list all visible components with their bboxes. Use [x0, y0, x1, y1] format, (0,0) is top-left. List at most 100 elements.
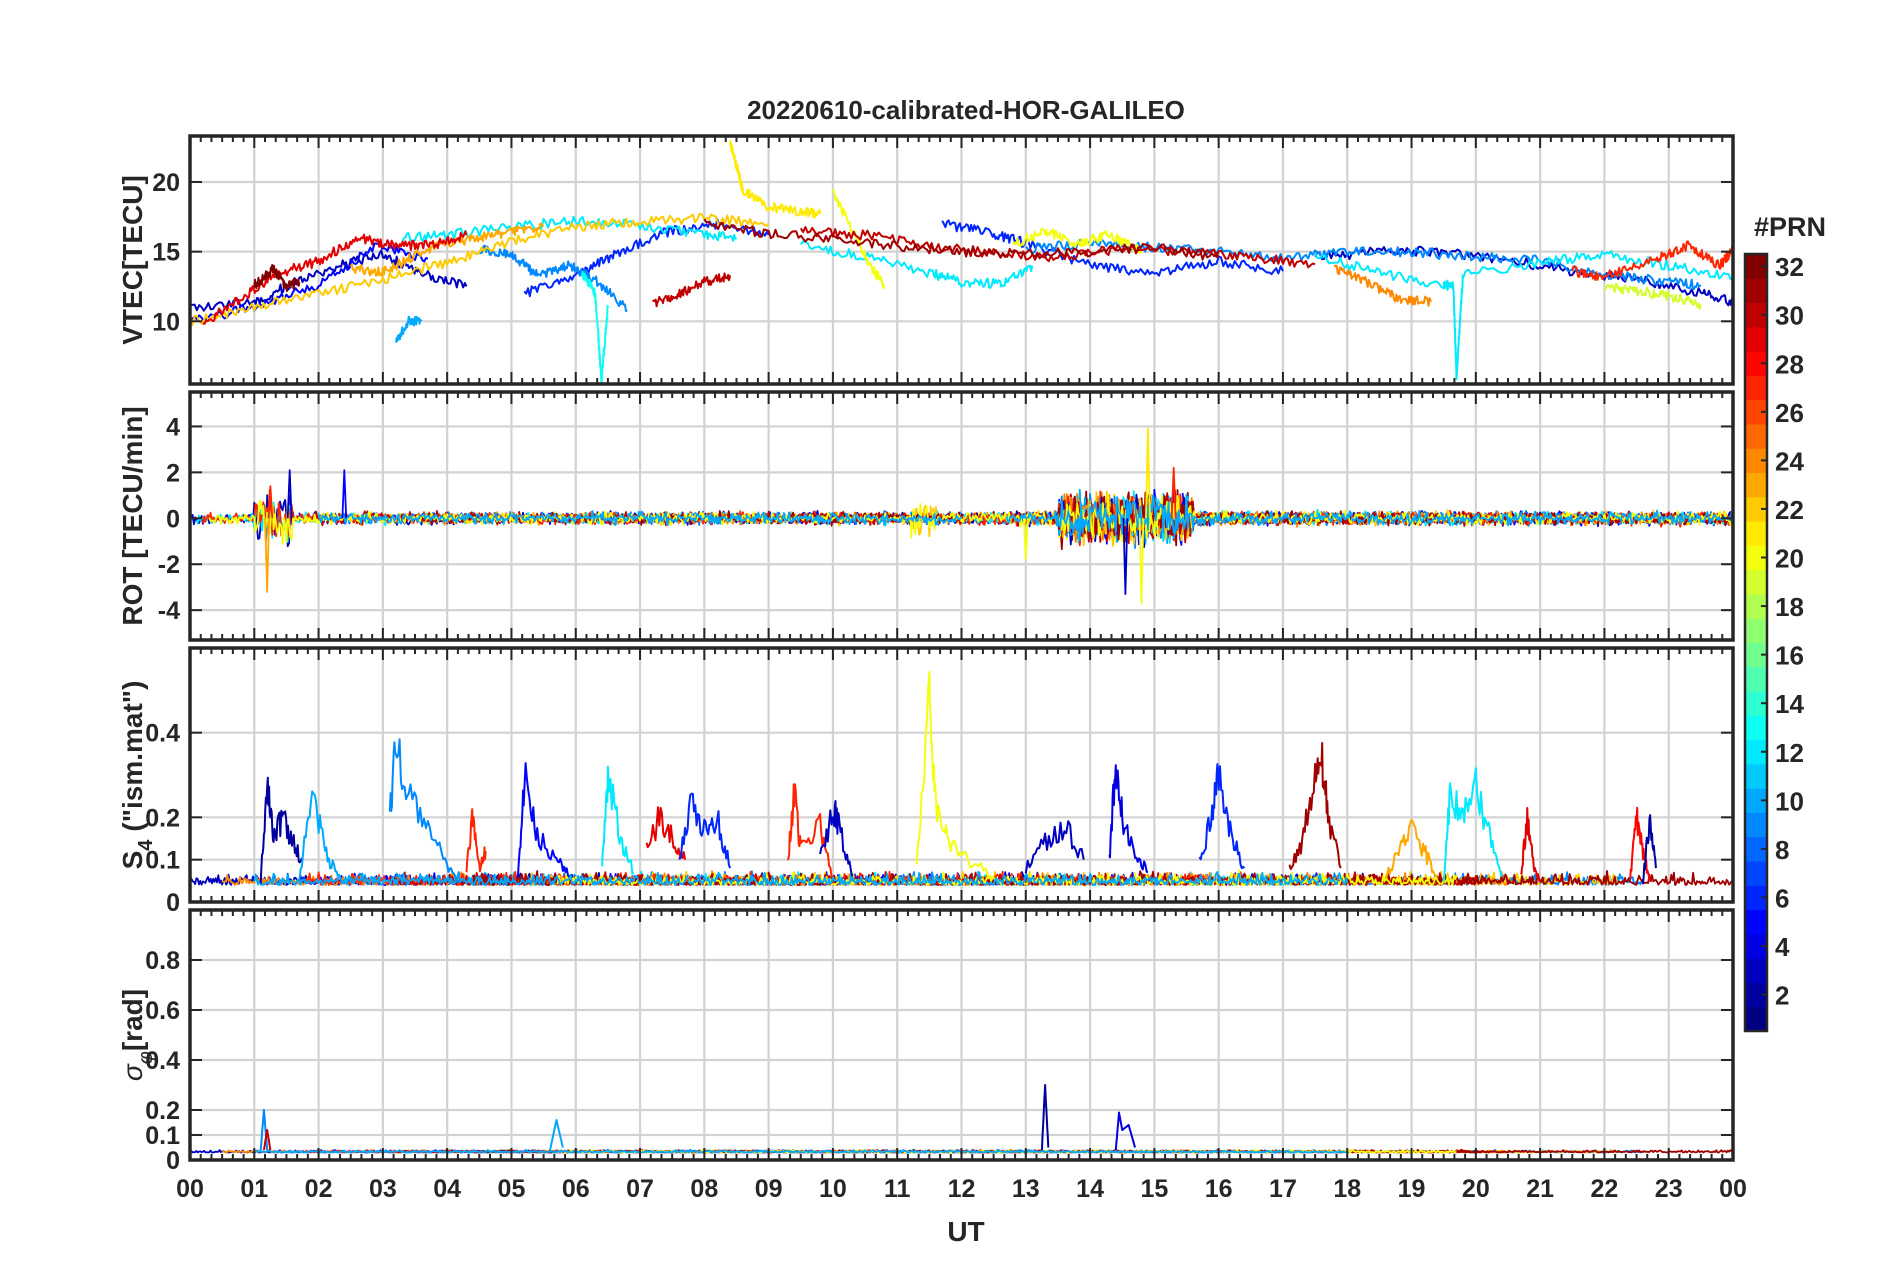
y-axis-label: S4("ism.mat") [117, 681, 157, 870]
rot-spike-prn-5 [341, 469, 348, 519]
colorbar-tick-label: 30 [1775, 301, 1804, 331]
peak-prn-3 [1024, 820, 1085, 874]
colorbar-tick-label: 4 [1775, 932, 1790, 962]
rot-spike-prn-3 [286, 469, 293, 519]
x-tick-label: 08 [690, 1175, 718, 1203]
colorbar-tick-label: 6 [1775, 883, 1789, 913]
x-tick-label: 19 [1398, 1175, 1426, 1203]
peak-prn-2 [259, 776, 304, 883]
y-tick-label: -4 [158, 597, 180, 625]
peak-prn-10 [298, 790, 339, 882]
y-tick-label: 2 [166, 459, 180, 487]
panel-frame [188, 390, 1735, 642]
vtec-series-prn-5 [190, 242, 429, 323]
x-tick-label: 09 [755, 1175, 783, 1203]
colorbar-tick-label: 8 [1775, 835, 1789, 865]
peak-prn-12 [1442, 767, 1503, 882]
colorbar-band-prn-19 [1745, 569, 1767, 595]
y-tick-label: -2 [158, 551, 180, 579]
peak-prn-4 [1114, 1111, 1137, 1151]
colorbar-band-prn-9 [1745, 812, 1767, 838]
colorbar-title: #PRN [1754, 212, 1826, 242]
panel-1: -4 -2 0 2 4 ROT [TECU/min] [117, 390, 1735, 642]
peak-prn-27 [786, 783, 833, 878]
colorbar-band-prn-13 [1745, 715, 1767, 741]
y-tick-label: 0.2 [145, 804, 180, 832]
x-tick-label: 14 [1076, 1175, 1104, 1203]
x-tick-label: 22 [1591, 1175, 1619, 1203]
y-tick-label: 0 [166, 889, 180, 917]
rot-spike-prn-23 [264, 518, 270, 593]
y-tick-label: 20 [152, 169, 180, 197]
y-axis-label: ROT [TECU/min] [117, 406, 148, 625]
vtec-series-prn-6 [523, 218, 770, 298]
colorbar-band-prn-10 [1745, 788, 1767, 813]
colorbar-band-prn-16 [1745, 642, 1767, 668]
peak-prn-9 [388, 738, 460, 884]
vtec-series-prn-3 [1314, 245, 1733, 307]
colorbar-band-prn-17 [1745, 618, 1767, 643]
colorbar-band-prn-7 [1745, 861, 1767, 886]
colorbar-tick-label: 26 [1775, 398, 1804, 428]
peak-prn-27 [465, 808, 487, 873]
vtec-series-prn-31 [703, 218, 1220, 261]
s4-series-prn-10 [253, 870, 1349, 886]
colorbar-band-prn-18 [1745, 593, 1767, 619]
colorbar-band-prn-29 [1745, 326, 1767, 352]
panel-frame [188, 908, 1735, 1162]
sigma-series-prn-10 [254, 1148, 1348, 1154]
panel-3: 00.10.2 0.4 0.6 0.8 σφ[rad] [117, 908, 1735, 1175]
y-tick-label: 0.2 [145, 1097, 180, 1125]
colorbar-band-prn-22 [1745, 496, 1767, 522]
rot-spike-prn-27 [1170, 466, 1177, 519]
vtec-series-prn-30 [652, 272, 732, 308]
y-tick-label: 0.4 [145, 1047, 180, 1075]
y-tick-label: 0.1 [145, 847, 180, 875]
panel-2: 0 0.1 0.2 0.4S4("ism.mat") [117, 646, 1735, 917]
colorbar-tick-label: 20 [1775, 544, 1804, 574]
x-tick-label: 11 [884, 1175, 911, 1203]
colorbar-band-prn-24 [1745, 448, 1767, 474]
panel-frame [188, 134, 1735, 386]
peak-prn-23 [1384, 818, 1438, 879]
y-axis-label: VTEC[TECU] [117, 175, 148, 345]
colorbar-tick-label: 24 [1775, 446, 1804, 476]
x-tick-label: 03 [369, 1175, 397, 1203]
peak-prn-2 [1040, 1084, 1050, 1151]
rot-spike-prn-21 [1145, 427, 1151, 519]
x-tick-label: 21 [1526, 1175, 1554, 1203]
rot-spike-prn-27 [267, 485, 274, 519]
colorbar-tick-label: 14 [1775, 689, 1804, 719]
x-tick-label: 00 [176, 1175, 204, 1203]
vtec-series-prn-29 [202, 230, 468, 325]
colorbar-tick-label: 28 [1775, 349, 1804, 379]
vtec-series-prn-12 [401, 215, 738, 243]
peak-prn-30 [262, 1129, 272, 1151]
colorbar-band-prn-20 [1745, 545, 1767, 571]
colorbar-band-prn-1 [1745, 1006, 1767, 1032]
x-tick-label: 16 [1205, 1175, 1233, 1203]
peak-prn-31 [1288, 742, 1342, 870]
x-tick-label: 23 [1655, 1175, 1683, 1203]
x-tick-label: 12 [948, 1175, 976, 1203]
vtec-series-prn-23 [349, 222, 545, 277]
vtec-series-prn-27 [1571, 240, 1733, 281]
x-tick-label: 05 [498, 1175, 526, 1203]
x-tick-label: 06 [562, 1175, 590, 1203]
y-tick-label: 0.6 [145, 997, 180, 1025]
colorbar-band-prn-4 [1745, 933, 1767, 959]
colorbar-band-prn-32 [1745, 254, 1767, 279]
vtec-series-prn-22 [190, 212, 770, 327]
colorbar-band-prn-3 [1745, 958, 1767, 983]
rot-spike-prn-20 [1023, 518, 1029, 561]
rot-spike-prn-20 [1138, 518, 1145, 605]
colorbar-band-prn-15 [1745, 666, 1767, 692]
panel-data [190, 427, 1733, 605]
panel-data [190, 1084, 1733, 1154]
colorbar-band-prn-2 [1745, 982, 1767, 1008]
x-tick-label: 07 [626, 1175, 654, 1203]
colorbar-band-prn-5 [1745, 909, 1767, 935]
